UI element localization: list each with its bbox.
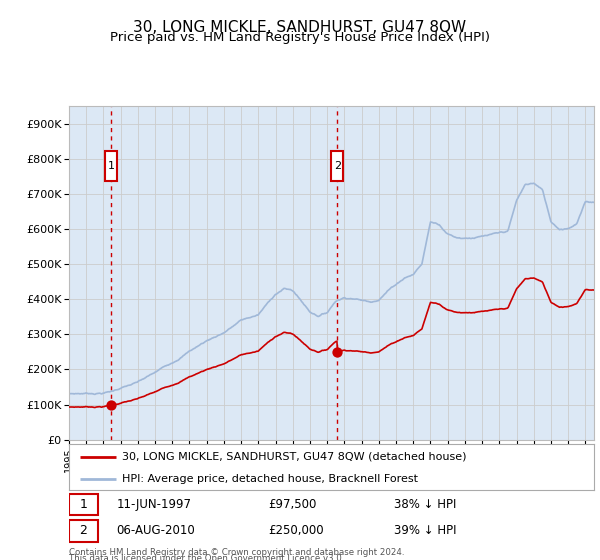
- Text: 38% ↓ HPI: 38% ↓ HPI: [395, 498, 457, 511]
- FancyBboxPatch shape: [69, 520, 98, 542]
- Text: £250,000: £250,000: [269, 524, 324, 538]
- FancyBboxPatch shape: [105, 151, 117, 181]
- Text: Contains HM Land Registry data © Crown copyright and database right 2024.: Contains HM Land Registry data © Crown c…: [69, 548, 404, 557]
- Text: This data is licensed under the Open Government Licence v3.0.: This data is licensed under the Open Gov…: [69, 554, 344, 560]
- Text: 1: 1: [79, 498, 88, 511]
- Text: 1: 1: [107, 161, 115, 171]
- Text: 11-JUN-1997: 11-JUN-1997: [116, 498, 191, 511]
- FancyBboxPatch shape: [69, 494, 98, 515]
- Text: 30, LONG MICKLE, SANDHURST, GU47 8QW: 30, LONG MICKLE, SANDHURST, GU47 8QW: [133, 20, 467, 35]
- FancyBboxPatch shape: [331, 151, 343, 181]
- Text: 06-AUG-2010: 06-AUG-2010: [116, 524, 195, 538]
- Text: Price paid vs. HM Land Registry's House Price Index (HPI): Price paid vs. HM Land Registry's House …: [110, 31, 490, 44]
- Text: 39% ↓ HPI: 39% ↓ HPI: [395, 524, 457, 538]
- Text: 30, LONG MICKLE, SANDHURST, GU47 8QW (detached house): 30, LONG MICKLE, SANDHURST, GU47 8QW (de…: [121, 452, 466, 462]
- Point: [106, 401, 116, 410]
- Text: HPI: Average price, detached house, Bracknell Forest: HPI: Average price, detached house, Brac…: [121, 474, 418, 483]
- Point: [332, 347, 342, 356]
- Text: 2: 2: [334, 161, 341, 171]
- Text: £97,500: £97,500: [269, 498, 317, 511]
- Text: 2: 2: [79, 524, 88, 538]
